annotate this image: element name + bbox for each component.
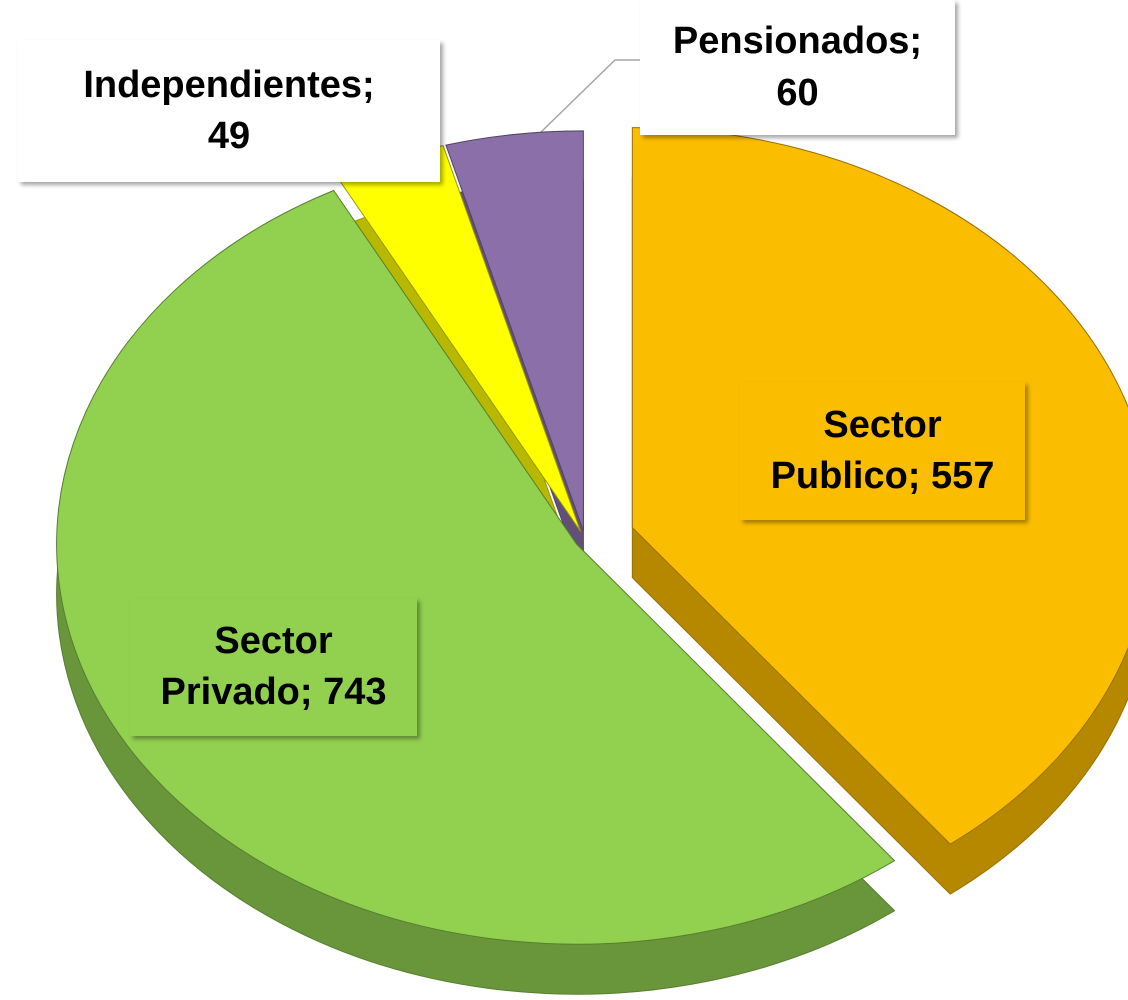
data-label: Pensionados; 60 bbox=[640, 0, 955, 135]
pie bbox=[56, 127, 1128, 995]
data-label: Sector Privado; 743 bbox=[130, 598, 417, 736]
data-label-text: Sector Privado; 743 bbox=[160, 619, 387, 713]
data-label-text: Pensionados; 60 bbox=[672, 20, 923, 114]
leader-line bbox=[539, 59, 645, 134]
slice bbox=[445, 130, 584, 532]
data-label-text: Sector Publico; 557 bbox=[770, 403, 995, 497]
data-label-text: Independientes; 49 bbox=[83, 63, 375, 157]
data-label: Sector Publico; 557 bbox=[740, 382, 1025, 520]
slice bbox=[56, 189, 896, 945]
data-label: Independientes; 49 bbox=[18, 40, 440, 182]
